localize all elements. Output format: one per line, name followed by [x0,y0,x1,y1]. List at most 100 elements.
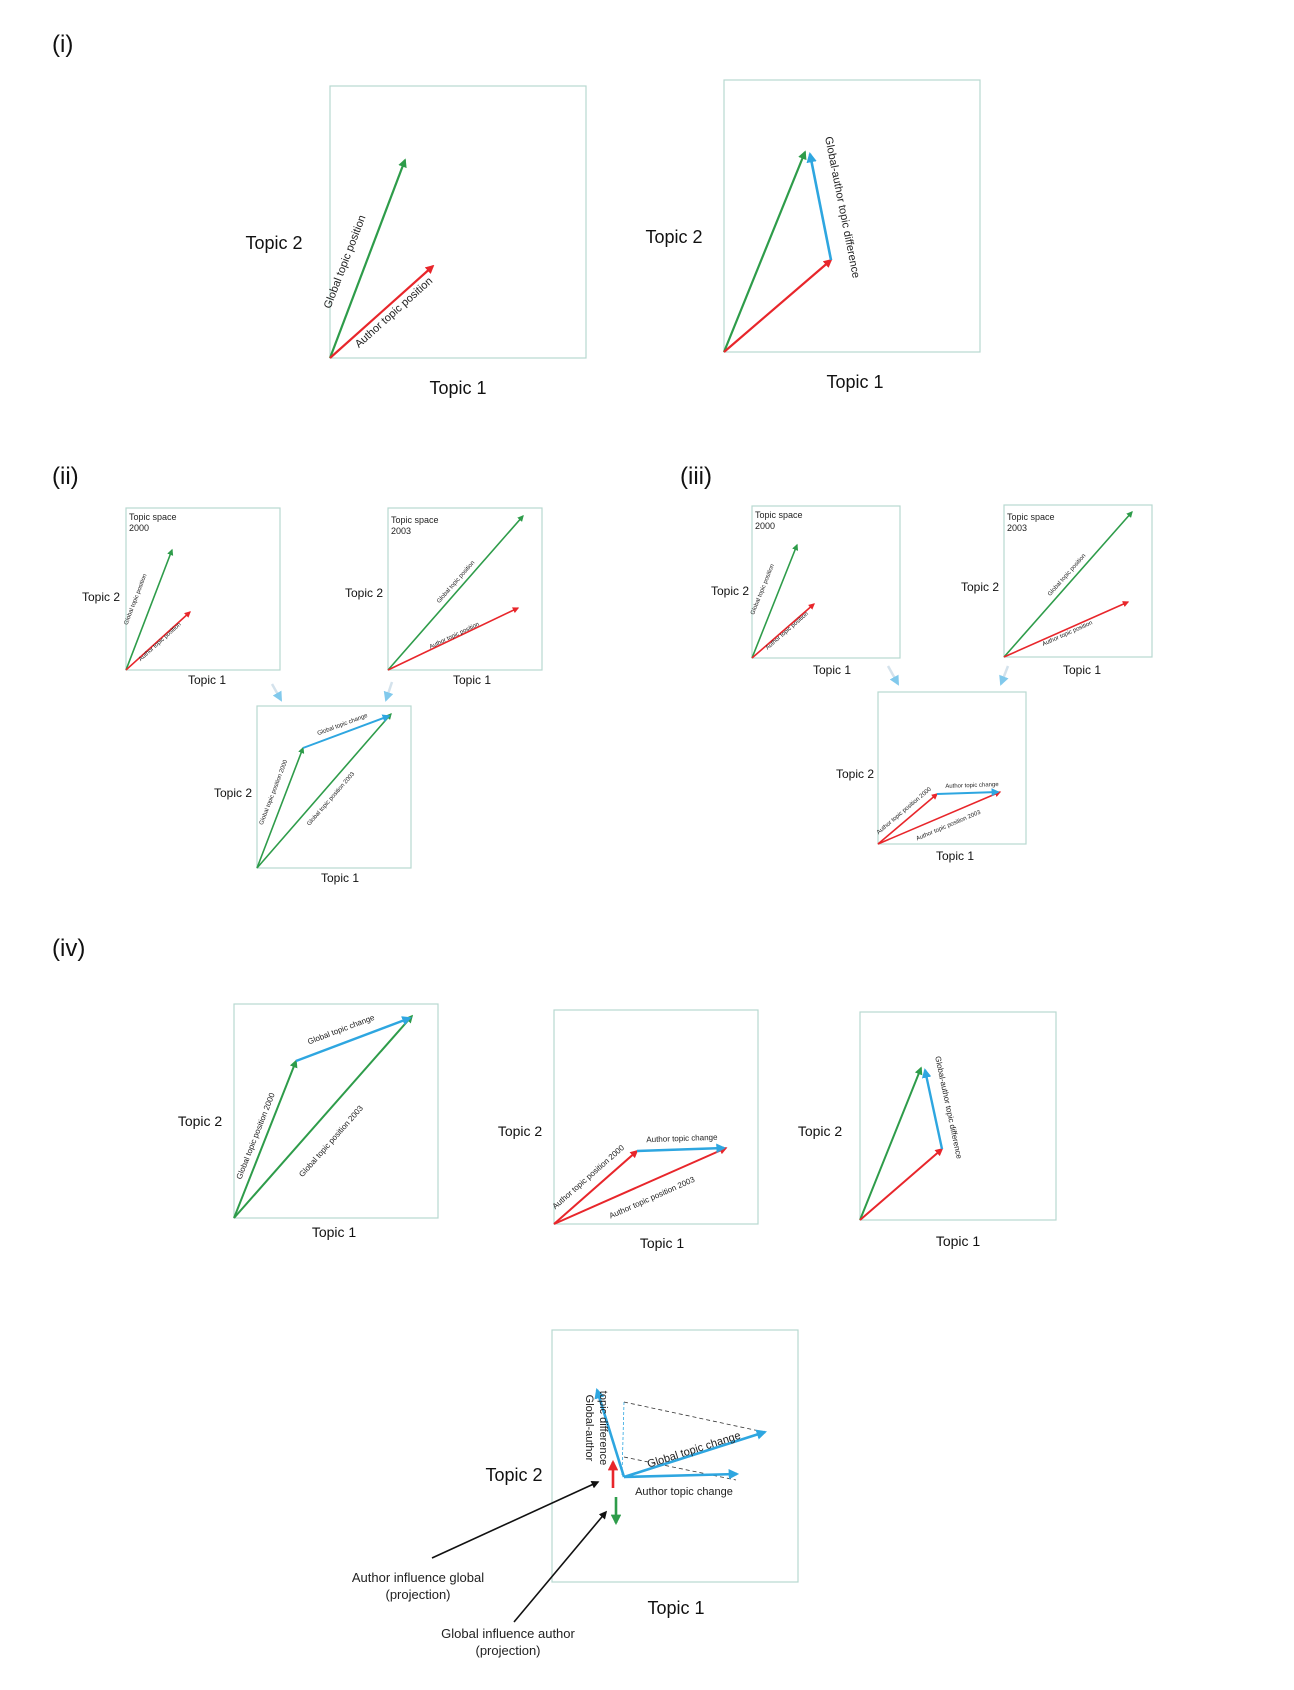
callout-global-influence-line1: Global influence author [441,1626,575,1641]
author-position-vector [859,1147,944,1221]
projection-guide [623,1401,765,1433]
global-change-vector [295,1016,412,1063]
author-change-vector [623,1469,740,1480]
callout-arrow-author-influence [431,1481,600,1559]
panel-frame [1003,504,1153,658]
y-axis-label: Topic 2 [836,767,874,781]
panel-year: 2003 [391,526,411,536]
author-change-vector [636,1143,726,1154]
section-label-iv: (iv) [52,935,85,962]
global-position-vector [328,158,407,359]
author-position-2003-vector [877,791,1002,845]
global-author-difference-label-line1: Global-author [583,1395,595,1462]
flow-arrow [383,681,394,702]
y-axis-label: Topic 2 [214,786,252,800]
section-label-iii: (iii) [680,463,712,490]
panel-ii-combined: Global topic position 2000 Global topic … [214,705,412,885]
section-label-ii: (ii) [52,463,79,490]
panel-frame [329,85,587,359]
projection-guide [623,1456,737,1481]
flow-arrow [270,683,283,702]
x-axis-label: Topic 1 [453,673,491,687]
y-axis-label: Topic 2 [245,233,302,253]
panel-frame [551,1329,799,1583]
x-axis-label: Topic 1 [647,1598,704,1618]
callout-author-influence-line2: (projection) [385,1587,450,1602]
panel-iii-2000: Topic space 2000 Global topic position A… [711,505,901,677]
global-position-2000-vector [233,1059,298,1219]
author-position-vector [1003,601,1130,658]
panel-ii-2000: Topic space 2000 Global topic position A… [82,507,281,687]
author-change-label: Author topic change [635,1486,733,1498]
author-position-2000-vector [877,793,938,845]
global-position-vector [387,515,524,671]
panel-frame [723,79,981,353]
global-position-2003-vector [256,713,392,869]
y-axis-label: Topic 2 [645,227,702,247]
panel-frame [553,1009,759,1225]
author-position-2003-vector [553,1146,728,1225]
panel-frame [751,505,901,659]
section-label-i: (i) [52,31,73,58]
panel-frame [877,691,1027,845]
global-author-difference-vector [921,1068,944,1150]
global-position-vector [125,548,174,671]
x-axis-label: Topic 1 [640,1235,685,1251]
callout-arrow-global-influence [513,1510,608,1623]
author-change-vector [936,788,1000,797]
x-axis-label: Topic 1 [312,1224,357,1240]
panel-year: 2000 [129,523,149,533]
panel-iii-combined: Author topic position 2000 Author topic … [836,691,1027,863]
y-axis-label: Topic 2 [798,1123,843,1139]
global-change-vector [623,1429,767,1479]
x-axis-label: Topic 1 [936,1233,981,1249]
author-position-vector [387,607,520,671]
panel-title: Topic space [129,512,177,522]
global-position-vector [859,1066,923,1221]
callout-author-influence-line1: Author influence global [352,1570,484,1585]
panel-frame [859,1011,1057,1221]
global-position-vector [722,150,807,353]
global-position-vector [1003,511,1133,658]
y-axis-label: Topic 2 [498,1123,543,1139]
panel-iv-author: Author topic position 2000 Author topic … [498,1009,759,1251]
author-position-vector [751,603,815,659]
y-axis-label: Topic 2 [178,1113,223,1129]
panel-iii-2003: Topic space 2003 Global topic position A… [961,504,1153,677]
y-axis-label: Topic 2 [345,586,383,600]
panel-iv-difference: Global-author topic difference Topic 2 T… [798,1011,1057,1249]
author-position-vector [125,611,191,671]
panel-iv-global: Global topic position 2000 Global topic … [178,1003,439,1240]
flow-arrow [999,665,1010,686]
global-author-difference-vector [594,1388,626,1478]
x-axis-label: Topic 1 [813,663,851,677]
panel-frame [125,507,281,671]
panel-frame [256,705,412,869]
author-position-vector [329,264,435,359]
panel-frame [387,507,543,671]
author-position-vector [723,258,833,353]
panel-i-left: Global topic position Author topic posit… [245,85,587,398]
global-author-difference-vector [806,151,833,261]
x-axis-label: Topic 1 [321,871,359,885]
global-position-vector [751,543,799,659]
y-axis-label: Topic 2 [961,580,999,594]
panel-ii-2003: Topic space 2003 Global topic position A… [345,507,543,687]
author-position-2000-vector [553,1149,639,1225]
callout-global-influence-line2: (projection) [475,1643,540,1658]
y-axis-label: Topic 2 [711,584,749,598]
panel-title: Topic space [755,510,803,520]
author-change-label: Author topic change [646,1133,718,1144]
panel-year: 2000 [755,521,775,531]
panel-i-right: Global-author topic difference Topic 2 T… [645,79,981,392]
global-author-difference-label-line2: topic difference [597,1391,609,1465]
panel-year: 2003 [1007,523,1027,533]
panel-iv-projection: Global-author topic difference Global to… [485,1329,799,1618]
panel-title: Topic space [1007,512,1055,522]
x-axis-label: Topic 1 [429,378,486,398]
global-position-2000-vector [256,746,305,869]
y-axis-label: Topic 2 [82,590,120,604]
projection-axis [621,1401,625,1476]
panel-title: Topic space [391,515,439,525]
